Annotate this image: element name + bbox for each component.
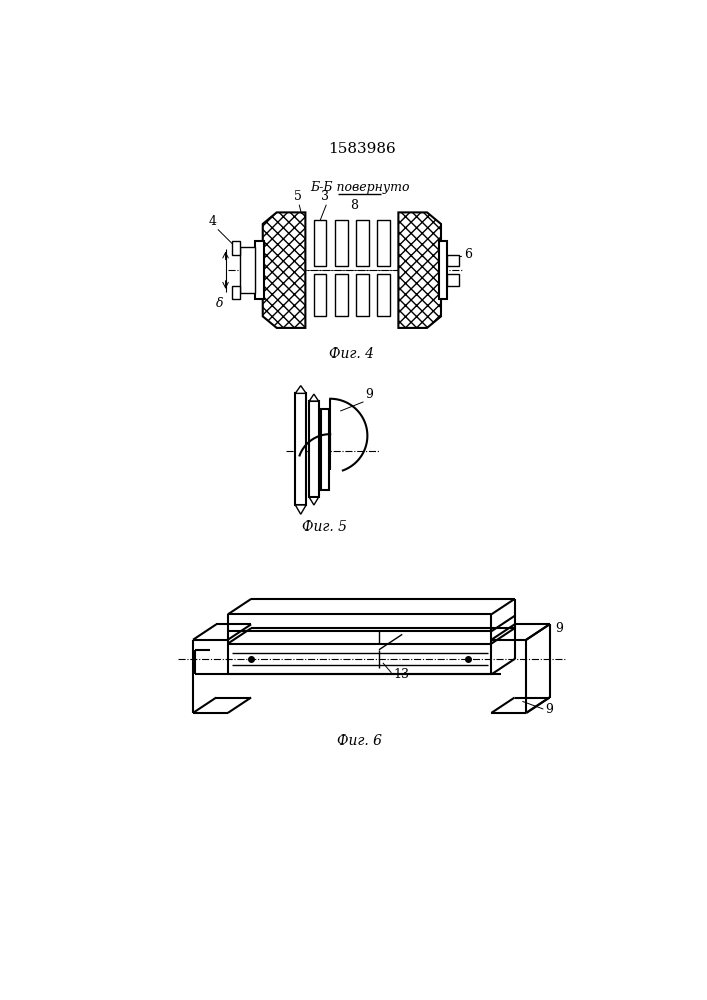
Bar	[255, 241, 264, 299]
Polygon shape	[309, 497, 319, 505]
Bar	[378, 274, 390, 316]
Bar	[335, 220, 348, 266]
Text: 3: 3	[321, 190, 329, 203]
Text: 13: 13	[393, 668, 409, 681]
Polygon shape	[309, 394, 319, 401]
Text: 9: 9	[365, 388, 373, 401]
Bar	[240, 247, 255, 293]
Polygon shape	[263, 212, 305, 328]
Bar	[335, 274, 348, 316]
Bar	[232, 286, 240, 299]
Text: 5: 5	[293, 190, 302, 203]
Bar	[321, 409, 329, 490]
Text: 9: 9	[556, 622, 563, 635]
Bar	[309, 401, 319, 497]
Text: 1583986: 1583986	[328, 142, 396, 156]
Bar	[314, 274, 327, 316]
Bar	[378, 220, 390, 266]
Bar	[440, 241, 448, 299]
Text: 9: 9	[546, 703, 554, 716]
Bar	[296, 393, 306, 505]
Bar	[448, 274, 459, 286]
Bar	[448, 255, 459, 266]
Polygon shape	[296, 505, 306, 514]
Text: 8: 8	[350, 199, 358, 212]
Polygon shape	[296, 386, 306, 393]
Bar	[232, 241, 240, 255]
Bar	[314, 220, 327, 266]
Text: Фиг. 6: Фиг. 6	[337, 734, 382, 748]
Bar	[356, 220, 368, 266]
Text: Б-Б повернуто: Б-Б повернуто	[310, 181, 409, 194]
Text: Фиг. 4: Фиг. 4	[329, 347, 375, 361]
Polygon shape	[398, 212, 441, 328]
Text: δ: δ	[216, 297, 223, 310]
Bar	[356, 274, 368, 316]
Text: Фиг. 5: Фиг. 5	[303, 520, 347, 534]
Text: 4: 4	[209, 215, 216, 228]
Text: 6: 6	[464, 248, 472, 261]
